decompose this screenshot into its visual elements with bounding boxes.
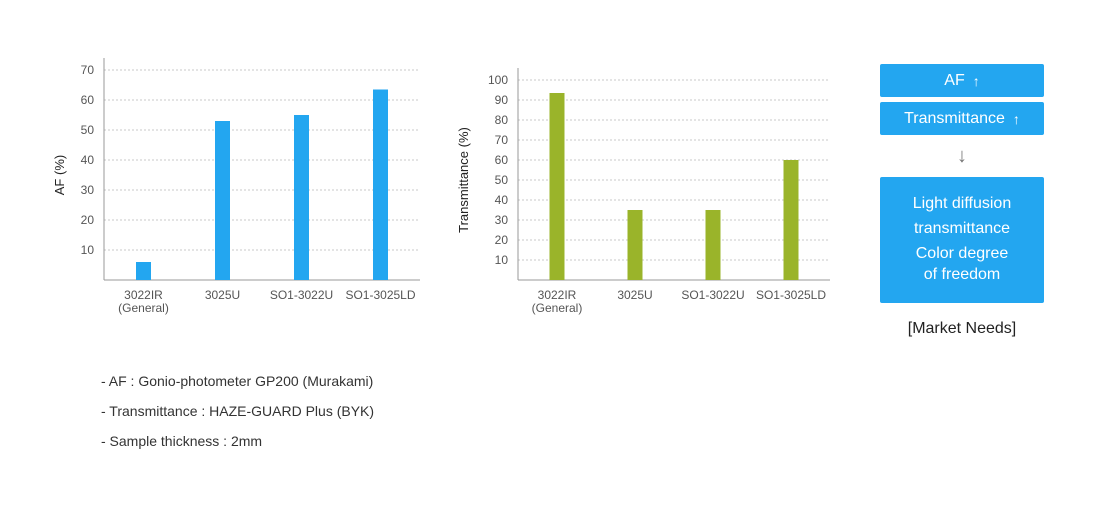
note-line: - AF : Gonio-photometer GP200 (Murakami)	[101, 373, 374, 389]
x-tick-label: 3025U	[205, 288, 240, 302]
y-tick-label: 30	[81, 183, 95, 197]
transmittance-bar-chart: 10 20 30 40 50 60 70 80 90 100 3022IR(General) 3025…	[456, 68, 830, 315]
af-label: AF	[944, 71, 965, 89]
y-tick-label: 10	[495, 253, 509, 267]
bar	[627, 210, 643, 280]
af-bar-chart: 10 20 30 40 50 60 70 3022IR(General) 3025U SO1-30…	[52, 58, 420, 315]
x-tick-label: (General)	[532, 301, 583, 315]
bar	[705, 210, 721, 280]
x-tick-label: SO1-3022U	[681, 288, 744, 302]
x-tick-label: (General)	[118, 301, 169, 315]
bar	[136, 262, 151, 280]
bar	[783, 160, 799, 280]
y-axis-label: AF (%)	[52, 155, 67, 195]
bar	[373, 89, 388, 280]
y-tick-label: 40	[81, 153, 95, 167]
x-tick-label: 3022IR	[124, 288, 163, 302]
y-tick-label: 70	[495, 133, 509, 147]
x-tick-label: SO1-3025LD	[756, 288, 826, 302]
arrow-up-icon: ↑	[1012, 110, 1020, 127]
y-tick-label: 70	[81, 63, 95, 77]
y-tick-label: 50	[495, 173, 509, 187]
needs-line: Light diffusion	[912, 195, 1012, 213]
arrow-down-icon: ↓	[957, 145, 967, 167]
transmittance-label: Transmittance	[904, 109, 1005, 127]
bar	[215, 121, 230, 280]
needs-line: of freedom	[923, 265, 1001, 283]
x-tick-label: 3025U	[617, 288, 652, 302]
arrow-up-icon: ↑	[972, 72, 980, 89]
af-increase-box: AF ↑	[880, 64, 1044, 97]
y-tick-label: 50	[81, 123, 95, 137]
y-tick-label: 20	[81, 213, 95, 227]
y-tick-label: 10	[81, 243, 95, 257]
x-tick-label: SO1-3025LD	[345, 288, 415, 302]
y-tick-label: 90	[495, 93, 509, 107]
x-tick-label: 3022IR	[538, 288, 577, 302]
transmittance-increase-box: Transmittance ↑	[880, 102, 1044, 135]
y-tick-label: 80	[495, 113, 509, 127]
y-tick-label: 100	[488, 73, 508, 87]
market-needs-caption: [Market Needs]	[907, 320, 1017, 337]
needs-line: transmittance	[913, 220, 1011, 238]
needs-line: Color degree	[915, 245, 1009, 262]
y-tick-label: 40	[495, 193, 509, 207]
y-tick-label: 20	[495, 233, 509, 247]
bar	[549, 93, 565, 280]
y-axis-label: Transmittance (%)	[456, 127, 471, 233]
y-tick-label: 60	[81, 93, 95, 107]
bar	[294, 115, 309, 280]
note-line: - Transmittance : HAZE-GUARD Plus (BYK)	[101, 403, 375, 419]
note-line: - Sample thickness : 2mm	[101, 433, 263, 449]
y-tick-label: 60	[495, 153, 509, 167]
measurement-notes: - AF : Gonio-photometer GP200 (Murakami)…	[101, 370, 374, 460]
market-needs-box: Light diffusion transmittance Color degr…	[880, 177, 1044, 303]
x-tick-label: SO1-3022U	[270, 288, 333, 302]
y-tick-label: 30	[495, 213, 509, 227]
